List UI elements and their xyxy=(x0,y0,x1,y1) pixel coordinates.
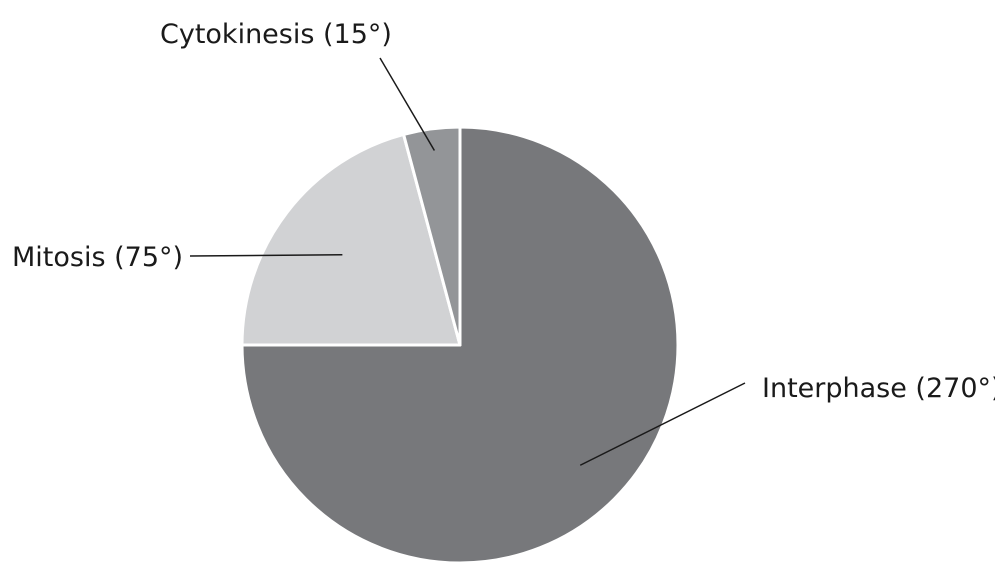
leader-line-cytokinesis xyxy=(379,57,436,151)
pie-slices xyxy=(240,125,680,563)
label-leader-lines xyxy=(189,57,746,466)
pie-slice-mitosis xyxy=(240,132,462,347)
leader-line-interphase xyxy=(579,382,746,466)
slice-label-interphase: Interphase (270°) xyxy=(762,373,995,404)
slice-labels: Interphase (270°) Mitosis (75°) Cytokine… xyxy=(12,19,995,404)
leader-line-mitosis xyxy=(189,254,343,257)
pie-slice-cytokinesis xyxy=(402,125,462,347)
slice-label-cytokinesis: Cytokinesis (15°) xyxy=(160,19,392,50)
slice-label-mitosis: Mitosis (75°) xyxy=(12,242,183,273)
